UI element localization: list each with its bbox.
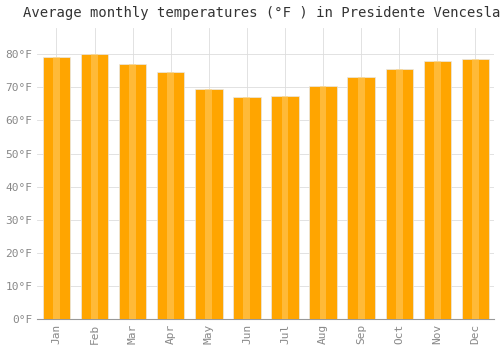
- Bar: [233, 97, 260, 319]
- Bar: [119, 64, 146, 319]
- Bar: [244, 97, 250, 319]
- Bar: [348, 77, 375, 319]
- Bar: [206, 89, 212, 319]
- Title: Average monthly temperatures (°F ) in Presidente Venceslau: Average monthly temperatures (°F ) in Pr…: [23, 6, 500, 20]
- Bar: [282, 96, 288, 319]
- Bar: [472, 59, 479, 319]
- Bar: [42, 57, 70, 319]
- Bar: [53, 57, 60, 319]
- Bar: [272, 96, 298, 319]
- Bar: [310, 86, 337, 319]
- Bar: [195, 89, 222, 319]
- Bar: [320, 86, 326, 319]
- Bar: [81, 54, 108, 319]
- Bar: [396, 69, 402, 319]
- Bar: [386, 69, 413, 319]
- Bar: [434, 61, 440, 319]
- Bar: [157, 72, 184, 319]
- Bar: [424, 61, 451, 319]
- Bar: [91, 54, 98, 319]
- Bar: [168, 72, 174, 319]
- Bar: [358, 77, 364, 319]
- Bar: [462, 59, 489, 319]
- Bar: [129, 64, 136, 319]
